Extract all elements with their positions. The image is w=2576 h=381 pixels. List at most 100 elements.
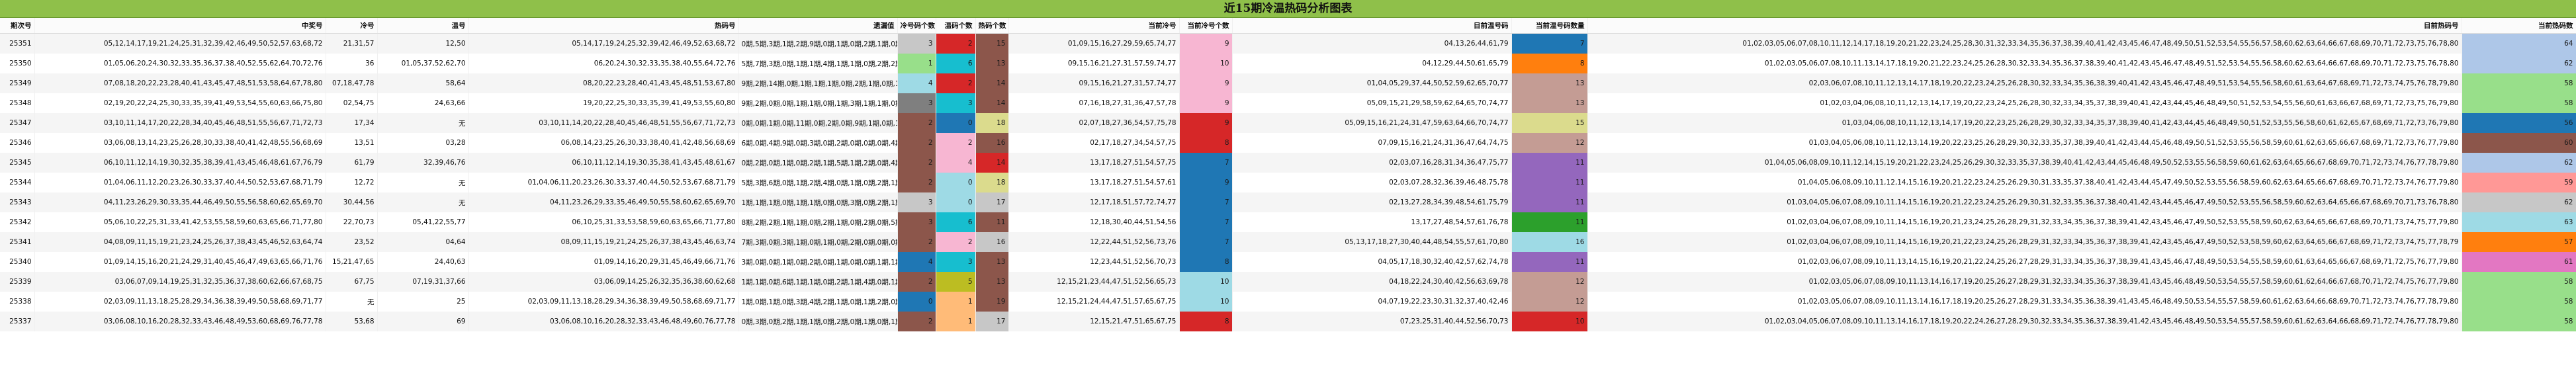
hot-numbers-cell: 03,06,09,14,25,26,32,35,36,38,60,62,68 [468,272,739,292]
winning-numbers-cell: 05,12,14,17,19,21,24,25,31,32,39,42,46,4… [34,33,326,54]
cold-numbers-cell: 15,21,47,65 [326,252,378,272]
missing-values-cell: 9期,2期,0期,0期,1期,1期,0期,1期,3期,1期,1期,0期,4期,5… [738,93,898,113]
target-hot-cell: 01,02,03,04,06,07,08,09,10,11,14,15,16,1… [1587,232,2462,252]
current-warm-count-cell: 11 [1511,173,1588,192]
cold-count-cell: 2 [897,232,936,252]
col-cold: 冷号 [326,18,378,34]
col-target-warm: 目前温号码 [1232,18,1512,34]
cold-numbers-cell: 36 [326,54,378,73]
col-hot: 热码号 [468,18,739,34]
target-warm-cell: 05,09,15,16,21,24,31,47,59,63,64,66,70,7… [1232,113,1512,133]
current-cold-count-cell: 9 [1179,113,1233,133]
warm-numbers-cell: 69 [377,312,469,331]
warm-count-cell: 2 [936,33,976,54]
table-row: 25344 01,04,06,11,12,20,23,26,30,33,37,40… [0,173,2576,192]
table-row: 25348 02,19,20,22,24,25,30,33,35,39,41,49… [0,93,2576,113]
period-cell: 25345 [0,153,35,173]
cold-numbers-cell: 02,54,75 [326,93,378,113]
col-missing: 遗漏值 [738,18,898,34]
winning-numbers-cell: 03,06,08,13,14,23,25,26,28,30,33,38,40,4… [34,133,326,153]
missing-values-cell: 8期,2期,2期,1期,1期,0期,2期,1期,0期,2期,0期,5期,0期,2… [738,212,898,232]
current-cold-count-cell: 8 [1179,252,1233,272]
current-hot-count-cell: 58 [2462,93,2576,113]
hot-count-cell: 13 [975,54,1009,73]
target-warm-cell: 07,09,15,16,21,24,31,36,47,64,74,75 [1232,133,1512,153]
hot-count-cell: 18 [975,173,1009,192]
table-row: 25337 03,06,08,10,16,20,28,32,33,43,46,48… [0,312,2576,331]
period-cell: 25342 [0,212,35,232]
current-hot-count-cell: 61 [2462,252,2576,272]
warm-numbers-cell: 无 [377,173,469,192]
current-cold-count-cell: 9 [1179,33,1233,54]
cold-count-cell: 4 [897,252,936,272]
target-warm-cell: 07,23,25,31,40,44,52,56,70,73 [1232,312,1512,331]
missing-values-cell: 0期,3期,0期,2期,1期,1期,0期,2期,0期,1期,0期,1期,0期,4… [738,312,898,331]
warm-count-cell: 0 [936,113,976,133]
hot-numbers-cell: 01,09,14,16,20,29,31,45,46,49,66,71,76 [468,252,739,272]
col-current-warm-count: 当前温号码数量 [1511,18,1588,34]
missing-values-cell: 5期,7期,3期,0期,1期,1期,4期,1期,1期,0期,2期,2期,0期,1… [738,54,898,73]
warm-numbers-cell: 无 [377,113,469,133]
hot-numbers-cell: 04,11,23,26,29,33,35,46,49,50,55,58,60,6… [468,192,739,212]
table-row: 25343 04,11,23,26,29,30,33,35,44,46,49,50… [0,192,2576,212]
current-cold-cell: 12,15,21,24,44,47,51,57,65,67,75 [1008,292,1180,312]
current-cold-cell: 12,18,30,40,44,51,54,56 [1008,212,1180,232]
table-row: 25339 03,06,07,09,14,19,25,31,32,35,36,37… [0,272,2576,292]
cold-numbers-cell: 17,34 [326,113,378,133]
current-cold-count-cell: 10 [1179,54,1233,73]
current-cold-cell: 13,17,18,27,51,54,57,61 [1008,173,1180,192]
col-winning: 中奖号 [34,18,326,34]
target-warm-cell: 13,17,27,48,54,57,61,76,78 [1232,212,1512,232]
target-warm-cell: 04,13,26,44,61,79 [1232,33,1512,54]
current-hot-count-cell: 58 [2462,292,2576,312]
target-hot-cell: 01,02,03,05,06,07,08,10,11,13,14,17,18,1… [1587,54,2462,73]
target-hot-cell: 01,03,04,05,06,08,10,11,12,13,14,19,20,2… [1587,133,2462,153]
target-warm-cell: 02,03,07,16,28,31,34,36,47,75,77 [1232,153,1512,173]
winning-numbers-cell: 07,08,18,20,22,23,28,40,41,43,45,47,48,5… [34,73,326,93]
col-warm-count: 温码个数 [936,18,976,34]
winning-numbers-cell: 01,09,14,15,16,20,21,24,29,31,40,45,46,4… [34,252,326,272]
current-warm-count-cell: 11 [1511,252,1588,272]
current-hot-count-cell: 64 [2462,33,2576,54]
period-cell: 25351 [0,33,35,54]
warm-count-cell: 4 [936,153,976,173]
current-warm-count-cell: 11 [1511,153,1588,173]
warm-count-cell: 0 [936,173,976,192]
period-cell: 25347 [0,113,35,133]
cold-numbers-cell: 23,52 [326,232,378,252]
period-cell: 25337 [0,312,35,331]
table-row: 25338 02,03,09,11,13,18,25,28,29,34,36,38… [0,292,2576,312]
table-row: 25346 03,06,08,13,14,23,25,26,28,30,33,38… [0,133,2576,153]
current-cold-cell: 12,15,21,23,44,47,51,52,56,65,73 [1008,272,1180,292]
hot-count-cell: 16 [975,232,1009,252]
cold-numbers-cell: 12,72 [326,173,378,192]
current-hot-count-cell: 63 [2462,212,2576,232]
analysis-table: 期次号 中奖号 冷号 温号 热码号 遗漏值 冷号码个数 温码个数 热码个数 当前… [0,18,2576,331]
warm-count-cell: 3 [936,93,976,113]
cold-numbers-cell: 67,75 [326,272,378,292]
hot-numbers-cell: 08,20,22,23,28,40,41,43,45,48,51,53,67,8… [468,73,739,93]
current-hot-count-cell: 58 [2462,73,2576,93]
period-cell: 25338 [0,292,35,312]
table-row: 25345 06,10,11,12,14,19,30,32,35,38,39,41… [0,153,2576,173]
col-current-cold: 当前冷号 [1008,18,1180,34]
current-cold-count-cell: 7 [1179,153,1233,173]
period-cell: 25344 [0,173,35,192]
warm-numbers-cell: 32,39,46,76 [377,153,469,173]
missing-values-cell: 6期,0期,4期,9期,0期,3期,0期,2期,0期,0期,0期,4期,1期,1… [738,133,898,153]
cold-numbers-cell: 无 [326,292,378,312]
target-hot-cell: 01,02,03,04,06,07,08,09,10,11,14,15,16,1… [1587,212,2462,232]
current-warm-count-cell: 8 [1511,54,1588,73]
warm-count-cell: 1 [936,312,976,331]
current-cold-cell: 01,09,15,16,27,29,59,65,74,77 [1008,33,1180,54]
warm-count-cell: 0 [936,192,976,212]
cold-count-cell: 2 [897,173,936,192]
hot-count-cell: 16 [975,133,1009,153]
current-hot-count-cell: 56 [2462,113,2576,133]
current-cold-count-cell: 10 [1179,292,1233,312]
table-row: 25340 01,09,14,15,16,20,21,24,29,31,40,45… [0,252,2576,272]
current-cold-cell: 12,15,21,47,51,65,67,75 [1008,312,1180,331]
missing-values-cell: 3期,0期,0期,1期,0期,2期,0期,1期,0期,0期,1期,1期,1期,0… [738,252,898,272]
cold-count-cell: 4 [897,73,936,93]
target-hot-cell: 01,02,03,06,07,08,09,10,11,13,14,15,16,1… [1587,252,2462,272]
